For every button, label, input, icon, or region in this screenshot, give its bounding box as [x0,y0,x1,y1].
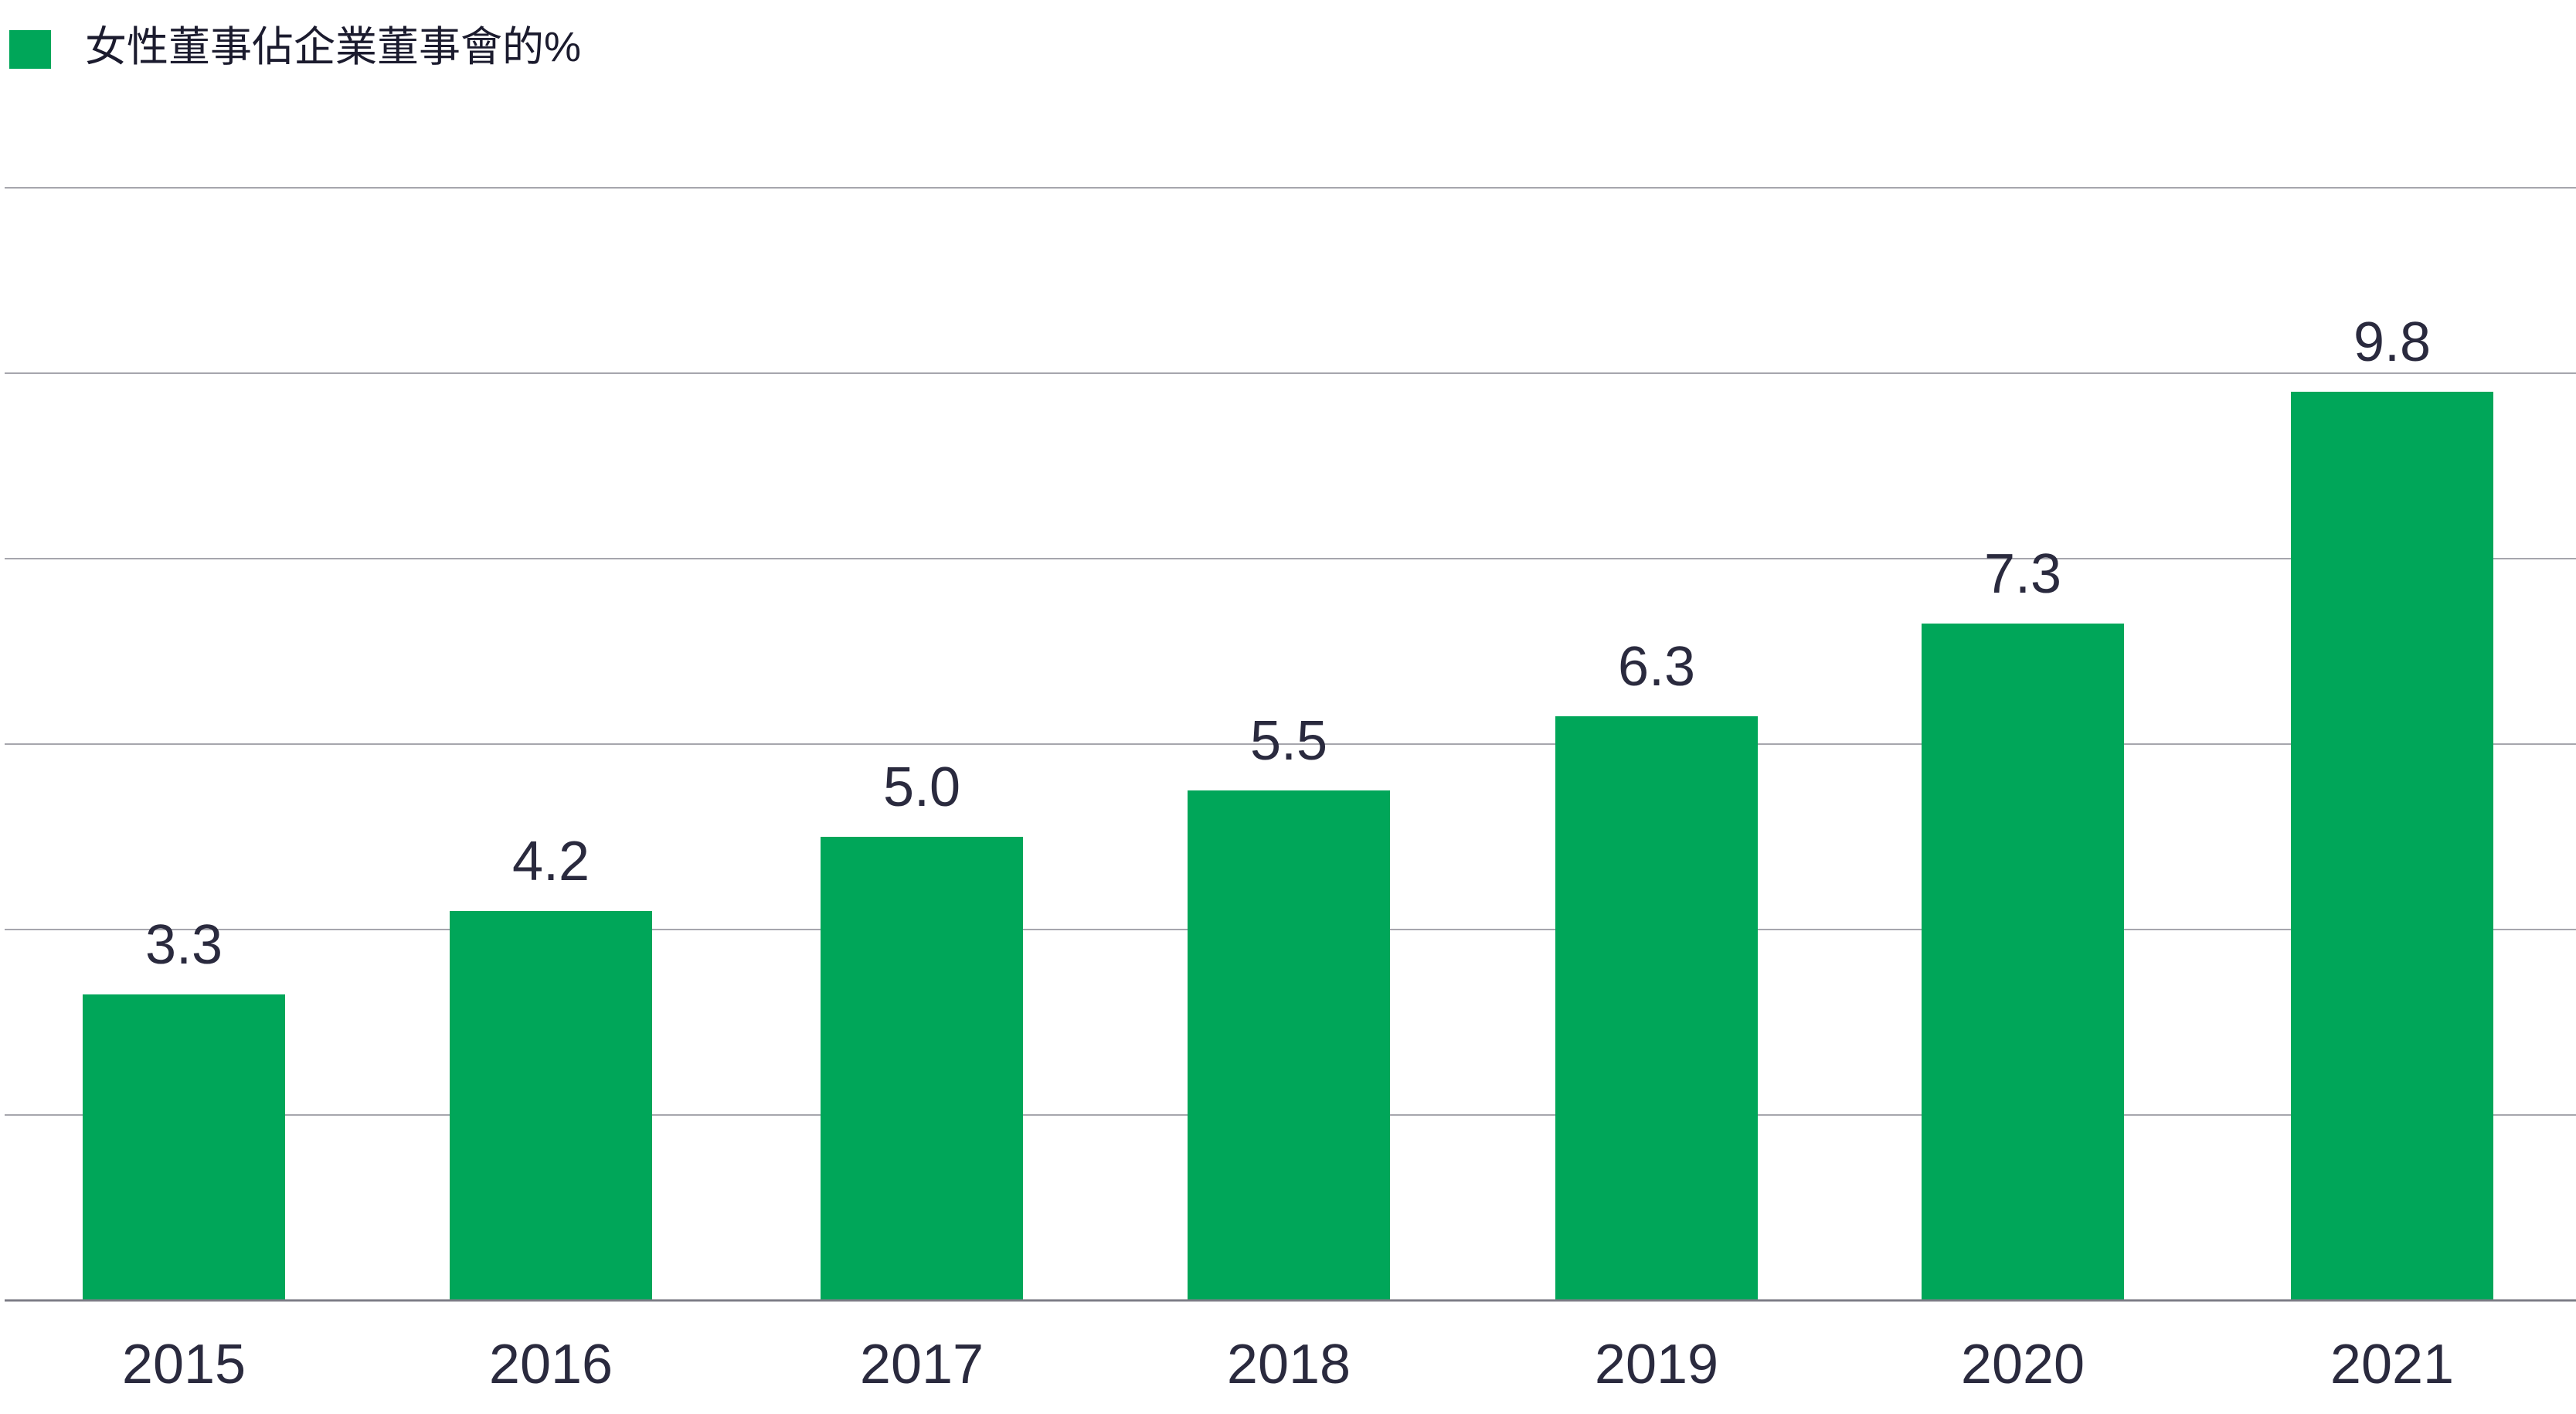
data-label-2016: 4.2 [512,831,590,892]
x-tick-label-2017: 2017 [860,1334,984,1395]
x-axis: 2015 2016 2017 2018 2019 2020 2021 [5,1299,2576,1395]
bars [83,392,2493,1300]
data-label-2018: 5.5 [1250,710,1327,772]
bar-2019 [1555,716,1758,1300]
legend-swatch [9,30,51,69]
data-label-2017: 5.0 [883,756,960,818]
bar-2016 [450,911,652,1300]
bar-2021 [2291,392,2493,1300]
data-label-2021: 9.8 [2353,311,2431,373]
x-tick-label-2016: 2016 [489,1334,613,1395]
bar-2018 [1188,790,1390,1300]
data-label-2015: 3.3 [145,914,223,976]
x-tick-label-2019: 2019 [1595,1334,1718,1395]
x-tick-label-2015: 2015 [122,1334,246,1395]
legend-label: 女性董事佔企業董事會的% [85,24,582,70]
data-labels: 3.3 4.2 5.0 5.5 6.3 7.3 9.8 [145,311,2431,976]
x-tick-label-2020: 2020 [1961,1334,2085,1395]
data-label-2019: 6.3 [1618,636,1695,698]
bar-2020 [1922,624,2124,1300]
x-tick-label-2018: 2018 [1227,1334,1351,1395]
bar-2017 [821,837,1023,1300]
data-label-2020: 7.3 [1984,543,2061,605]
bar-2015 [83,994,285,1300]
x-tick-label-2021: 2021 [2330,1334,2454,1395]
